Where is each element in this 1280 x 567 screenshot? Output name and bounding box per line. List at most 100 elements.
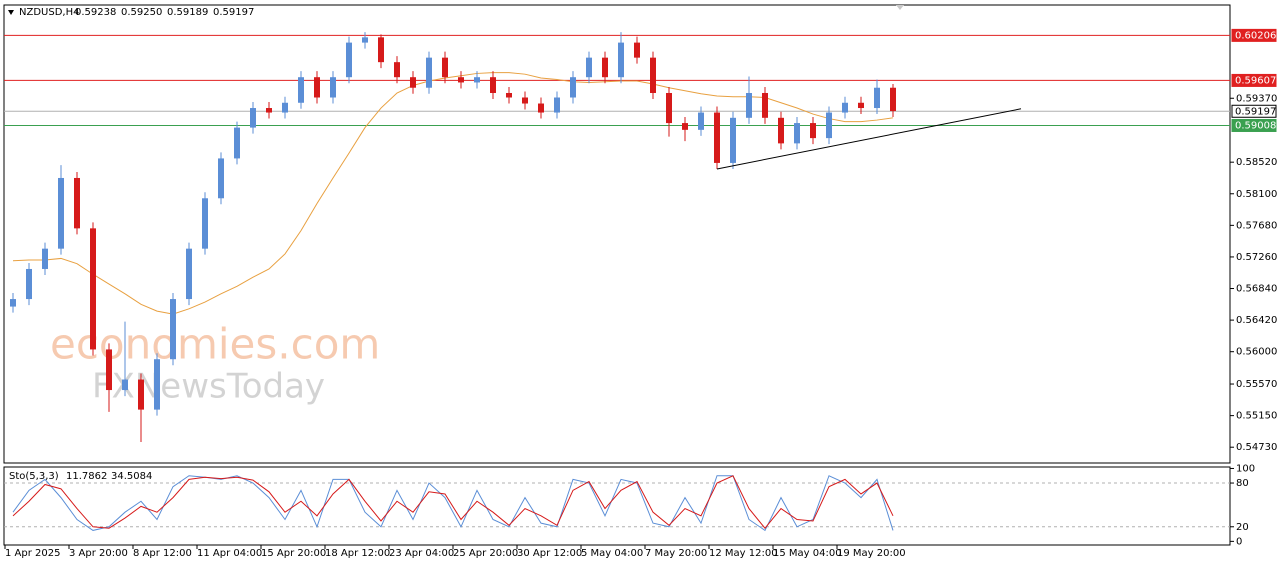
candle-body bbox=[762, 92, 768, 118]
y-tick-label: 0.58100 bbox=[1236, 189, 1277, 200]
shift-marker bbox=[896, 5, 904, 10]
y-tick-label: 0.57680 bbox=[1236, 220, 1277, 231]
y-tick-label: 20 bbox=[1236, 522, 1249, 533]
candle-body bbox=[778, 117, 784, 144]
candle-body bbox=[218, 158, 224, 199]
price-panel bbox=[3, 4, 1231, 464]
stoch-line bbox=[12, 475, 894, 530]
candle-body bbox=[842, 102, 848, 113]
candle-body bbox=[154, 359, 160, 410]
x-tick-label: 12 May 12:00 bbox=[709, 548, 778, 559]
y-tick-label: 0.56840 bbox=[1236, 284, 1277, 295]
candle-body bbox=[794, 123, 800, 144]
candle-body bbox=[314, 77, 320, 98]
stoch-panel bbox=[3, 466, 1231, 546]
ohlc-value: 0.59250 bbox=[121, 7, 162, 18]
candle-body bbox=[810, 123, 816, 139]
trendline bbox=[716, 108, 1022, 170]
y-tick-label: 0.59370 bbox=[1236, 93, 1277, 104]
x-tick-label: 15 May 04:00 bbox=[773, 548, 842, 559]
stoch-value: 34.5084 bbox=[111, 471, 152, 482]
symbol-title: NZDUSD,H4 bbox=[19, 7, 79, 18]
candle-body bbox=[458, 77, 464, 83]
price-label-box bbox=[1231, 73, 1277, 87]
x-tick-label: 5 May 04:00 bbox=[581, 548, 643, 559]
x-tick-label: 30 Apr 12:00 bbox=[517, 548, 582, 559]
candle-body bbox=[42, 248, 48, 269]
stoch-value: 11.7862 bbox=[66, 471, 107, 482]
candle-body bbox=[362, 37, 368, 43]
y-tick-label: 0.56000 bbox=[1236, 347, 1277, 358]
candle-body bbox=[250, 108, 256, 128]
candle-body bbox=[698, 112, 704, 130]
collapse-icon bbox=[8, 10, 14, 15]
candle-body bbox=[378, 37, 384, 63]
candle-body bbox=[506, 92, 512, 98]
candle-body bbox=[410, 77, 416, 88]
price-label: 0.59008 bbox=[1235, 120, 1276, 131]
x-tick-label: 18 Apr 12:00 bbox=[325, 548, 390, 559]
ohlc-value: 0.59197 bbox=[213, 7, 254, 18]
candle-body bbox=[90, 228, 96, 350]
candle-body bbox=[26, 268, 32, 300]
candle-body bbox=[74, 177, 80, 229]
y-tick-label: 0 bbox=[1236, 536, 1242, 547]
candle-body bbox=[138, 379, 144, 410]
candle-body bbox=[826, 112, 832, 139]
y-tick-label: 0.55570 bbox=[1236, 379, 1277, 390]
candle-body bbox=[538, 103, 544, 113]
candle-body bbox=[858, 102, 864, 109]
candle-body bbox=[442, 57, 448, 78]
moving-average bbox=[12, 72, 894, 315]
candle-body bbox=[266, 108, 272, 113]
candle-body bbox=[490, 77, 496, 93]
price-label: 0.59197 bbox=[1235, 106, 1276, 117]
ohlc-value: 0.59238 bbox=[75, 7, 116, 18]
candle-body bbox=[426, 57, 432, 88]
candle-body bbox=[650, 57, 656, 93]
x-tick-label: 3 Apr 20:00 bbox=[69, 548, 128, 559]
candle-body bbox=[330, 77, 336, 98]
price-label: 0.60206 bbox=[1235, 30, 1276, 41]
y-tick-label: 100 bbox=[1236, 463, 1255, 474]
candle-body bbox=[554, 97, 560, 113]
candle-body bbox=[522, 97, 528, 104]
candle-body bbox=[586, 57, 592, 78]
x-tick-label: 15 Apr 20:00 bbox=[261, 548, 326, 559]
watermark: FXNewsToday bbox=[92, 367, 325, 407]
x-tick-label: 8 Apr 12:00 bbox=[133, 548, 192, 559]
candle-body bbox=[298, 77, 304, 103]
candle-body bbox=[170, 299, 176, 360]
candle-body bbox=[890, 87, 896, 112]
candle-body bbox=[58, 177, 64, 249]
candle-body bbox=[570, 77, 576, 98]
candle-body bbox=[634, 42, 640, 58]
y-tick-label: 0.55150 bbox=[1236, 411, 1277, 422]
price-label-box bbox=[1231, 118, 1277, 132]
candle-body bbox=[602, 57, 608, 78]
x-tick-label: 7 May 20:00 bbox=[645, 548, 707, 559]
candle-body bbox=[346, 42, 352, 78]
candle-body bbox=[282, 102, 288, 113]
candle-body bbox=[682, 123, 688, 130]
candle-body bbox=[234, 127, 240, 159]
candle-body bbox=[666, 92, 672, 124]
y-tick-label: 0.58520 bbox=[1236, 157, 1277, 168]
x-tick-label: 25 Apr 20:00 bbox=[453, 548, 518, 559]
x-tick-label: 1 Apr 2025 bbox=[5, 548, 60, 559]
watermark: economies.com bbox=[50, 320, 380, 369]
y-tick-label: 80 bbox=[1236, 478, 1249, 489]
candle-body bbox=[730, 117, 736, 163]
ohlc-value: 0.59189 bbox=[167, 7, 208, 18]
candle-body bbox=[122, 379, 128, 391]
y-tick-label: 0.57260 bbox=[1236, 252, 1277, 263]
price-label-box bbox=[1231, 28, 1277, 42]
candle-body bbox=[714, 112, 720, 163]
candle-body bbox=[618, 42, 624, 78]
candle-body bbox=[10, 299, 16, 307]
x-tick-label: 23 Apr 04:00 bbox=[389, 548, 454, 559]
candle-body bbox=[202, 198, 208, 249]
x-tick-label: 19 May 20:00 bbox=[837, 548, 906, 559]
candle-body bbox=[474, 77, 480, 83]
